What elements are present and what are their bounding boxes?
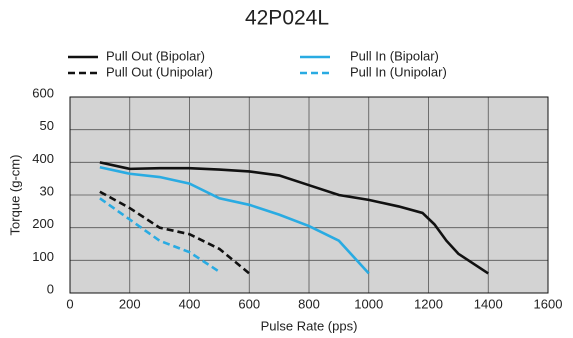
- legend-label: Pull Out (Bipolar): [106, 48, 205, 63]
- line-series: [99, 161, 489, 275]
- x-tick-label: 0: [66, 296, 73, 311]
- line-series: [99, 190, 251, 275]
- y-tick-label: 50: [40, 118, 54, 133]
- y-tick-label: 100: [32, 249, 54, 264]
- chart-title: 42P024L: [245, 7, 329, 30]
- x-tick-label: 1600: [534, 296, 563, 311]
- plot-border: [69, 96, 549, 294]
- y-tick-label: 0: [47, 281, 54, 296]
- y-axis-label: Torque (g-cm): [7, 155, 22, 236]
- x-tick-label: 800: [298, 296, 320, 311]
- x-tick-label: 1000: [354, 296, 383, 311]
- y-tick-label: 600: [32, 85, 54, 100]
- x-tick-label: 600: [238, 296, 260, 311]
- x-tick-label: 200: [119, 296, 141, 311]
- legend-label: Pull Out (Unipolar): [106, 64, 213, 79]
- x-tick-label: 400: [179, 296, 201, 311]
- x-tick-label: 1400: [474, 296, 503, 311]
- line-series: [99, 165, 370, 275]
- legend-label: Pull In (Unipolar): [350, 64, 447, 79]
- x-axis-label: Pulse Rate (pps): [261, 318, 358, 333]
- y-tick-label: 200: [32, 216, 54, 231]
- y-tick-label: 30: [40, 183, 54, 198]
- line-series: [99, 197, 221, 273]
- x-tick-label: 1200: [414, 296, 443, 311]
- y-tick-label: 400: [32, 151, 54, 166]
- legend-label: Pull In (Bipolar): [350, 48, 439, 63]
